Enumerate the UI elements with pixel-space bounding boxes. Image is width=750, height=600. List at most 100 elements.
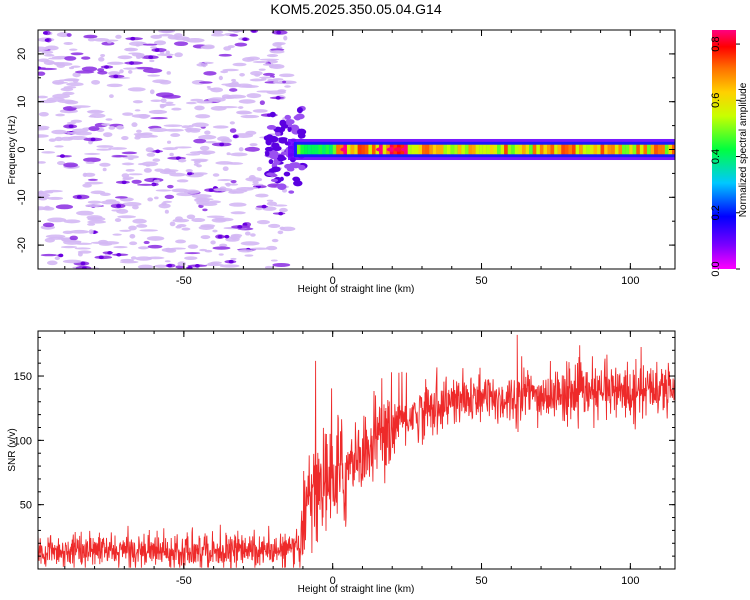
noise-blob (200, 235, 211, 240)
noise-blob (41, 50, 54, 54)
noise-blob (248, 175, 256, 181)
snr-x-tick-label: 100 (621, 575, 639, 587)
noise-blob (279, 73, 295, 78)
colorbar-tick-label: 0.2 (710, 205, 722, 220)
noise-blob (227, 30, 246, 33)
noise-blob (203, 71, 217, 76)
noise-blob (240, 241, 260, 246)
noise-blob (254, 73, 261, 77)
noise-blob (244, 146, 260, 152)
noise-blob (142, 68, 163, 74)
noise-blob (89, 113, 106, 119)
noise-blob (219, 264, 240, 268)
noise-blob (48, 57, 66, 60)
noise-blob (230, 211, 246, 215)
signal-cell (439, 144, 444, 155)
noise-blob (244, 231, 251, 236)
noise-blob (128, 225, 137, 231)
noise-core (251, 30, 257, 33)
noise-blob (150, 46, 158, 49)
noise-blob (38, 95, 49, 99)
noise-blob (196, 164, 202, 168)
spectrogram-x-tick-label: -50 (176, 275, 192, 287)
noise-core (59, 154, 65, 158)
noise-blob (206, 215, 225, 219)
noise-blob (116, 208, 129, 214)
noise-blob (229, 88, 238, 92)
noise-blob (63, 219, 81, 224)
noise-blob (40, 253, 58, 257)
signal-cell (518, 144, 523, 155)
noise-blob (186, 214, 196, 220)
noise-blob (87, 222, 96, 226)
spectrogram-marks (38, 30, 675, 269)
signal-cell (354, 144, 358, 155)
noise-blob (266, 199, 274, 202)
snr-x-tick-label: 50 (475, 575, 487, 587)
noise-blob (189, 151, 210, 154)
noise-blob (130, 256, 137, 260)
transition-blob (280, 151, 288, 156)
noise-blob (54, 136, 64, 142)
signal-cell (536, 144, 541, 155)
transition-blob (266, 172, 276, 177)
snr-panel: -50 0 50 100 50 100 150 Height of straight lin… (7, 330, 676, 595)
noise-blob (238, 99, 256, 104)
signal-cell (522, 144, 526, 155)
noise-blob (128, 70, 133, 74)
noise-blob (244, 254, 254, 257)
noise-blob (167, 184, 174, 189)
noise-blob (282, 80, 287, 84)
noise-blob (222, 166, 229, 172)
noise-blob (270, 259, 278, 262)
noise-blob (190, 98, 204, 102)
signal-cell (332, 144, 337, 155)
noise-blob (38, 58, 50, 63)
noise-blob (256, 166, 262, 172)
signal-cell (411, 144, 415, 155)
noise-blob (199, 81, 213, 84)
signal-cell (639, 144, 644, 155)
spectrogram-y-tick-label: -20 (16, 237, 28, 253)
noise-blob (136, 129, 142, 133)
noise-blob (76, 210, 94, 216)
noise-blob (268, 64, 281, 68)
signal-cell (554, 144, 558, 155)
noise-blob (208, 97, 226, 102)
signal-cell (614, 144, 619, 155)
signal-cell (664, 144, 669, 155)
noise-blob (131, 114, 151, 118)
noise-blob (47, 217, 67, 223)
noise-core (276, 30, 282, 35)
noise-blob (87, 200, 102, 204)
transition-blob (276, 154, 286, 162)
noise-blob (236, 111, 253, 115)
signal-cell (589, 144, 594, 155)
noise-blob (187, 125, 194, 128)
noise-blob (134, 109, 141, 112)
signal-cell (632, 144, 637, 155)
noise-blob (81, 66, 98, 72)
signal-cell (504, 144, 508, 155)
noise-blob (83, 34, 98, 39)
noise-blob (141, 161, 159, 167)
noise-blob (69, 48, 78, 51)
noise-blob (250, 233, 256, 237)
noise-blob (238, 249, 253, 253)
noise-blob (273, 81, 291, 84)
noise-blob (229, 33, 239, 37)
signal-cell (446, 144, 451, 155)
noise-blob (185, 127, 193, 133)
noise-blob (190, 158, 209, 162)
noise-blob (137, 264, 154, 269)
noise-blob (165, 50, 170, 55)
noise-blob (85, 203, 103, 208)
signal-cell (325, 144, 330, 155)
noise-blob (161, 248, 175, 252)
noise-blob (60, 245, 78, 249)
noise-blob (249, 78, 265, 82)
noise-blob (111, 155, 128, 158)
noise-blob (158, 203, 171, 209)
signal-cell (582, 144, 587, 155)
